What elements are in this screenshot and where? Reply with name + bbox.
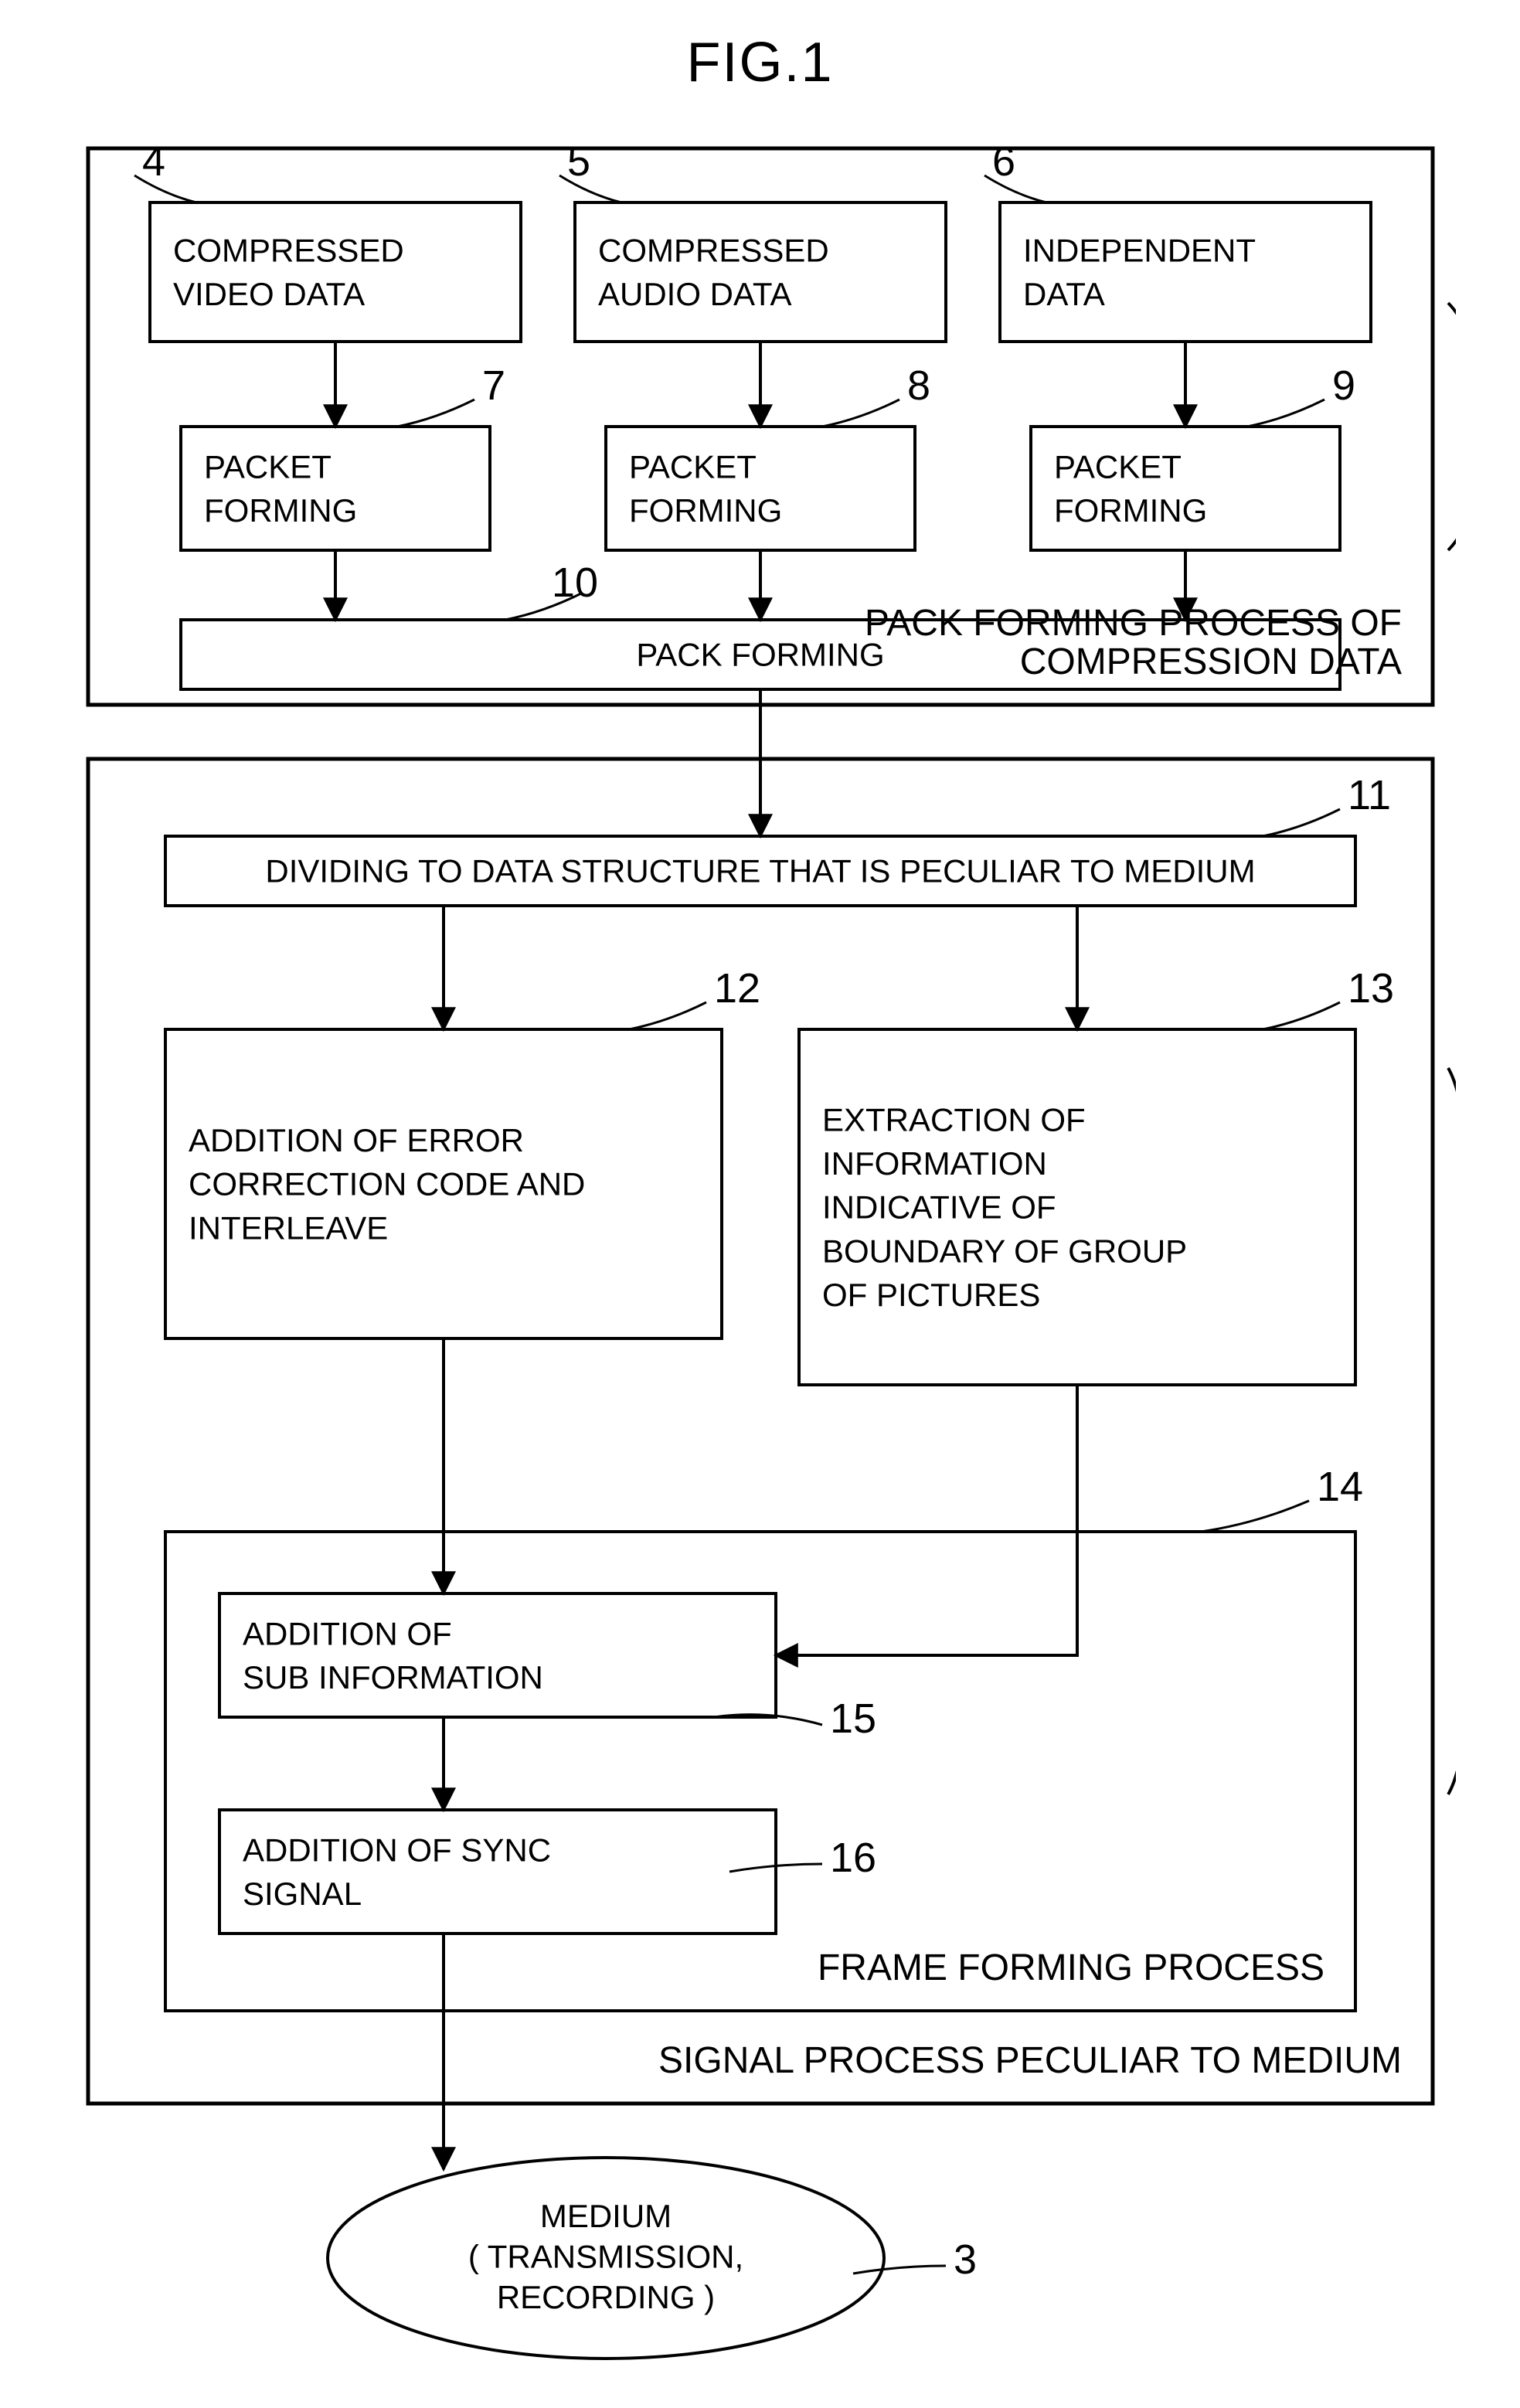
svg-text:AUDIO DATA: AUDIO DATA [598, 276, 791, 312]
svg-text:12: 12 [714, 965, 760, 1012]
svg-text:INFORMATION: INFORMATION [822, 1145, 1047, 1182]
svg-text:MEDIUM: MEDIUM [539, 2198, 671, 2234]
svg-text:9: 9 [1332, 362, 1355, 409]
svg-text:INDICATIVE OF: INDICATIVE OF [822, 1189, 1056, 1226]
svg-text:PACK FORMING: PACK FORMING [636, 637, 884, 673]
svg-text:PACKET: PACKET [1054, 448, 1182, 485]
svg-text:OF PICTURES: OF PICTURES [822, 1277, 1040, 1313]
svg-text:ADDITION OF SYNC: ADDITION OF SYNC [243, 1832, 551, 1868]
svg-text:RECORDING ): RECORDING ) [496, 2279, 714, 2315]
svg-text:7: 7 [482, 362, 505, 409]
svg-text:PACK FORMING PROCESS OF: PACK FORMING PROCESS OF [864, 603, 1401, 644]
svg-text:10: 10 [551, 559, 597, 606]
svg-text:BOUNDARY OF GROUP: BOUNDARY OF GROUP [822, 1233, 1187, 1269]
svg-text:DIVIDING TO DATA STRUCTURE THA: DIVIDING TO DATA STRUCTURE THAT IS PECUL… [265, 853, 1255, 889]
svg-text:14: 14 [1317, 1464, 1363, 1510]
svg-text:EXTRACTION OF: EXTRACTION OF [822, 1101, 1086, 1138]
svg-text:INDEPENDENT: INDEPENDENT [1023, 232, 1256, 268]
svg-text:4: 4 [141, 138, 165, 185]
svg-text:SIGNAL PROCESS PECULIAR TO MED: SIGNAL PROCESS PECULIAR TO MEDIUM [658, 2040, 1402, 2081]
svg-text:3: 3 [954, 2236, 977, 2283]
svg-text:13: 13 [1348, 965, 1394, 1012]
svg-text:VIDEO DATA: VIDEO DATA [173, 276, 365, 312]
svg-text:11: 11 [1348, 772, 1391, 818]
svg-text:ADDITION OF: ADDITION OF [243, 1615, 452, 1651]
svg-text:PACKET: PACKET [629, 448, 757, 485]
svg-text:8: 8 [907, 362, 930, 409]
svg-text:COMPRESSED: COMPRESSED [598, 232, 829, 268]
svg-text:SUB INFORMATION: SUB INFORMATION [243, 1659, 543, 1695]
svg-text:15: 15 [830, 1695, 876, 1742]
svg-text:5: 5 [566, 138, 590, 185]
svg-text:PACKET: PACKET [204, 448, 332, 485]
svg-text:COMPRESSION DATA: COMPRESSION DATA [1019, 641, 1401, 682]
svg-text:FORMING: FORMING [204, 492, 357, 529]
svg-text:( TRANSMISSION,: ( TRANSMISSION, [468, 2239, 743, 2275]
svg-text:CORRECTION CODE AND: CORRECTION CODE AND [189, 1166, 585, 1202]
flowchart-diagram: PACK FORMING PROCESS OFCOMPRESSION DATA 1… [65, 125, 1456, 2366]
svg-text:FRAME FORMING PROCESS: FRAME FORMING PROCESS [817, 1947, 1324, 1988]
svg-text:SIGNAL: SIGNAL [243, 1876, 362, 1912]
svg-text:COMPRESSED: COMPRESSED [173, 232, 404, 268]
svg-text:FORMING: FORMING [629, 492, 782, 529]
svg-text:16: 16 [830, 1835, 876, 1881]
svg-text:FORMING: FORMING [1054, 492, 1207, 529]
svg-text:6: 6 [991, 138, 1015, 185]
figure-title: FIG.1 [31, 31, 1489, 94]
svg-text:DATA: DATA [1023, 276, 1105, 312]
svg-text:ADDITION OF ERROR: ADDITION OF ERROR [189, 1122, 524, 1158]
svg-text:INTERLEAVE: INTERLEAVE [189, 1209, 388, 1246]
